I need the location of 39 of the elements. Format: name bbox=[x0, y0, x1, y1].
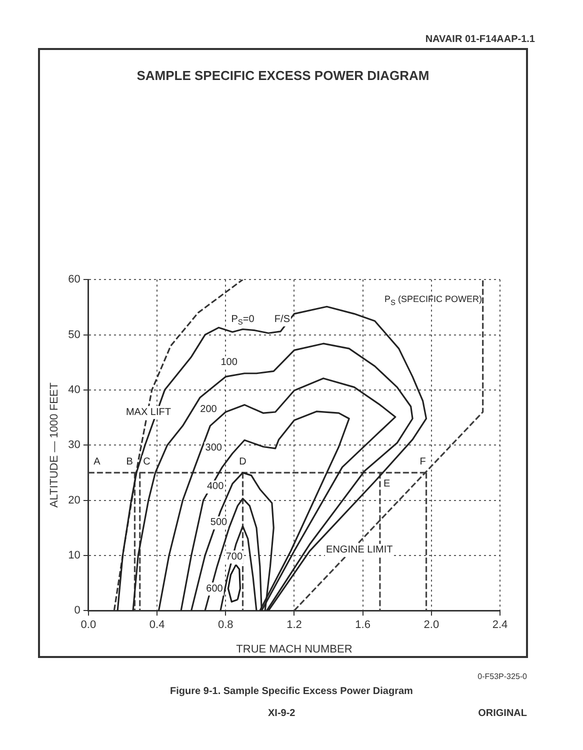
x-tick-label: 0.0 bbox=[80, 619, 96, 632]
x-tick-label: 1.2 bbox=[286, 619, 302, 632]
x-tick-label: 2.0 bbox=[424, 619, 440, 632]
annotation: F/S bbox=[274, 314, 290, 326]
text: ORIGINAL bbox=[478, 708, 527, 719]
text: NAVAIR 01-F14AAP-1.1 bbox=[425, 34, 535, 45]
annotation: MAX LIFT bbox=[126, 406, 171, 418]
y-tick-label: 10 bbox=[68, 549, 80, 562]
text: 0-F53P-325-0 bbox=[478, 672, 527, 681]
y-tick-label: 0 bbox=[74, 604, 80, 617]
annotation: 600 bbox=[206, 583, 224, 594]
x-tick-label: 1.6 bbox=[355, 619, 370, 632]
y-tick-label: 40 bbox=[68, 384, 80, 396]
x-tick-label: 2.4 bbox=[492, 619, 508, 632]
caption: Figure 9-1. Sample Specific Excess Power Diagram bbox=[169, 686, 414, 697]
x-tick-label: 0.4 bbox=[149, 619, 165, 632]
annotation: P$_{S}$ (SPECIFIC POWER) bbox=[384, 294, 482, 307]
annotation: A bbox=[94, 456, 101, 468]
y-tick-label: 30 bbox=[68, 439, 80, 452]
x-tick-label: 0.8 bbox=[218, 619, 234, 632]
y-axis-title: ALTITUDE — 1000 FEET bbox=[48, 382, 61, 508]
annotation: D bbox=[239, 456, 246, 468]
y-tick-label: 50 bbox=[68, 328, 80, 341]
annotation: C bbox=[143, 456, 150, 468]
annotation: 500 bbox=[210, 517, 228, 528]
annotation: B bbox=[126, 456, 134, 468]
annotation: ENGINE LIMIT bbox=[326, 544, 393, 556]
annotation: 100 bbox=[220, 357, 238, 368]
annotation: E bbox=[383, 478, 390, 490]
y-tick-label: 20 bbox=[68, 494, 80, 506]
annotation: F bbox=[420, 456, 426, 468]
annotation: 200 bbox=[200, 404, 218, 415]
chart-title: SAMPLE SPECIFIC EXCESS POWER DIAGRAM bbox=[136, 68, 430, 83]
y-tick-label: 60 bbox=[68, 274, 80, 286]
annotation: 400 bbox=[206, 481, 224, 492]
annotation: 700 bbox=[226, 551, 243, 562]
annotation: 300 bbox=[205, 442, 222, 454]
x-axis-title: TRUE MACH NUMBER bbox=[236, 643, 352, 656]
text: XI-9-2 bbox=[268, 708, 296, 719]
